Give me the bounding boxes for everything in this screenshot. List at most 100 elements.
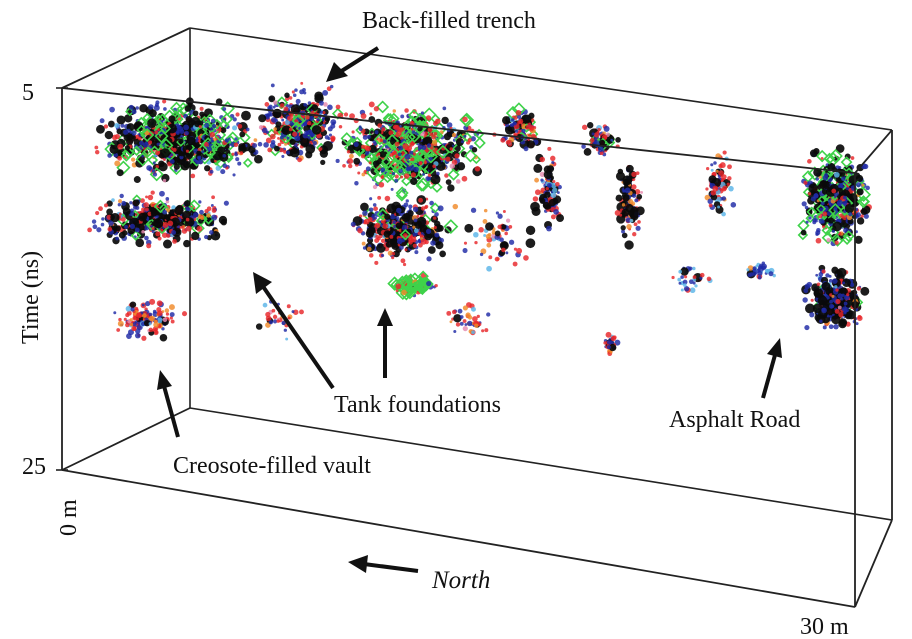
reflection-point [374, 260, 379, 265]
back-top-edge [189, 27, 893, 131]
reflection-point [100, 222, 105, 227]
reflection-point [441, 116, 449, 125]
reflection-point [115, 236, 119, 241]
reflection-point [818, 218, 825, 224]
reflection-point [378, 181, 385, 188]
reflection-point [410, 154, 426, 170]
reflection-point [605, 331, 612, 338]
reflection-point [825, 273, 830, 278]
reflection-point [292, 93, 297, 98]
reflection-point [148, 109, 157, 118]
reflection-point [728, 185, 734, 192]
reflection-point [843, 195, 847, 200]
reflection-point [821, 189, 828, 195]
reflection-point [550, 214, 556, 220]
reflection-point [288, 127, 293, 132]
reflection-point [516, 247, 523, 254]
top-right-edge [854, 129, 893, 174]
reflection-point [124, 145, 131, 151]
reflection-point [154, 327, 158, 331]
reflection-point [109, 106, 115, 113]
reflection-point [809, 312, 815, 318]
reflection-point [453, 314, 462, 323]
reflection-point [132, 326, 137, 331]
reflection-point [821, 181, 830, 190]
reflection-point [716, 196, 721, 201]
reflection-point [254, 154, 263, 164]
reflection-point [831, 294, 835, 298]
reflection-point [384, 195, 391, 202]
reflection-point [316, 133, 321, 139]
reflection-point [162, 317, 168, 323]
reflection-point [173, 163, 180, 170]
reflection-point [148, 315, 155, 322]
reflection-point [335, 104, 341, 110]
reflection-point [165, 199, 170, 204]
reflection-point [413, 278, 426, 291]
reflection-point [150, 190, 155, 195]
reflection-point [550, 192, 557, 199]
reflection-point [234, 137, 238, 141]
reflection-point [688, 279, 694, 284]
tick-marks [56, 87, 68, 471]
reflection-point [861, 183, 865, 187]
reflection-point [403, 202, 409, 208]
reflection-point [182, 161, 189, 168]
reflection-point [830, 233, 839, 242]
reflection-point [827, 217, 835, 224]
reflection-point [141, 207, 146, 212]
reflection-point [511, 118, 515, 122]
bottom-left-edge [61, 407, 191, 471]
reflection-point [307, 121, 312, 126]
reflection-point [706, 166, 710, 171]
reflection-point [252, 143, 258, 148]
reflection-point [297, 157, 302, 163]
reflection-point [476, 314, 480, 318]
reflection-point [427, 173, 432, 177]
reflection-point [802, 297, 808, 303]
reflection-point [480, 248, 487, 255]
reflection-point [361, 241, 366, 246]
reflection-point [423, 136, 433, 145]
reflection-point [148, 322, 152, 326]
reflection-point [373, 206, 378, 212]
reflection-point [204, 122, 210, 128]
reflection-point [721, 174, 727, 180]
reflection-point [420, 206, 426, 211]
reflection-point [148, 104, 154, 110]
reflection-point [833, 323, 839, 330]
reflection-point [96, 227, 102, 233]
reflection-point [135, 152, 150, 167]
reflection-point [812, 218, 817, 223]
reflection-point [392, 250, 400, 258]
reflection-point [434, 232, 440, 238]
reflection-point [150, 209, 158, 217]
reflection-point [504, 231, 508, 236]
reflection-point [800, 229, 807, 236]
reflection-point [803, 288, 809, 294]
reflection-point [169, 316, 173, 320]
reflection-point [309, 132, 315, 137]
reflection-point [413, 228, 419, 234]
reflection-point [394, 141, 400, 147]
reflection-point [258, 125, 264, 130]
reflection-point [372, 203, 377, 207]
reflection-point [474, 323, 479, 328]
reflection-point [615, 194, 623, 202]
reflection-point [831, 304, 835, 308]
reflection-point [483, 208, 488, 213]
reflection-point [103, 124, 109, 129]
reflection-point [772, 273, 776, 278]
reflection-point [826, 238, 831, 243]
reflection-point [603, 135, 608, 139]
reflection-point [614, 210, 621, 216]
reflection-point [131, 109, 137, 115]
reflection-point [431, 181, 443, 193]
reflection-point [172, 239, 177, 244]
reflection-point [501, 247, 506, 253]
reflection-point [264, 102, 270, 107]
reflection-point [855, 322, 859, 326]
reflection-point [167, 123, 177, 134]
reflection-point [237, 161, 242, 166]
reflection-point [808, 183, 818, 193]
